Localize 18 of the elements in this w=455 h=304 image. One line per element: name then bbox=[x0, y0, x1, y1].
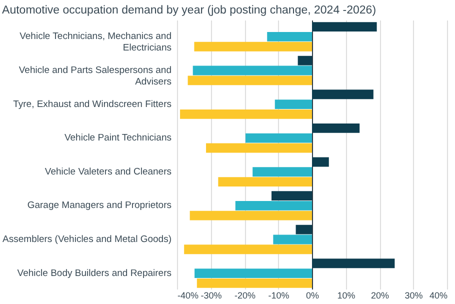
y-tick-label: Vehicle Paint Technicians bbox=[64, 132, 172, 144]
y-tick-label: Vehicle Body Builders and Repairers bbox=[17, 268, 172, 279]
x-tick-label: 10% bbox=[337, 290, 356, 300]
x-tick-label: -10% bbox=[268, 290, 290, 300]
y-tick-label: Vehicle Valeters and Cleaners bbox=[44, 166, 172, 178]
x-tick-label: -20% bbox=[234, 290, 256, 300]
x-tick-label: 0% bbox=[306, 290, 320, 300]
y-tick-label: Vehicle Technicians, Mechanics and Electricians bbox=[20, 31, 172, 54]
y-tick-label: Assemblers (Vehicles and Metal Goods) bbox=[2, 234, 172, 245]
x-tick-label: 40% bbox=[429, 290, 448, 300]
x-tick-label: 20% bbox=[370, 290, 390, 300]
x-tick-label: -40% bbox=[178, 290, 199, 300]
y-tick-label: Garage Managers and Proprietors bbox=[27, 200, 172, 212]
y-tick-label: Tyre, Exhaust and Windscreen Fitters bbox=[13, 98, 172, 110]
y-tick-label: Vehicle and Parts Salespersons and Advisers bbox=[18, 65, 172, 88]
x-tick-label: -30% bbox=[200, 290, 222, 300]
chart-title: Automotive occupation demand by year (job posting change, 2024 -2026) bbox=[2, 4, 376, 16]
x-tick-label: 30% bbox=[404, 290, 423, 300]
